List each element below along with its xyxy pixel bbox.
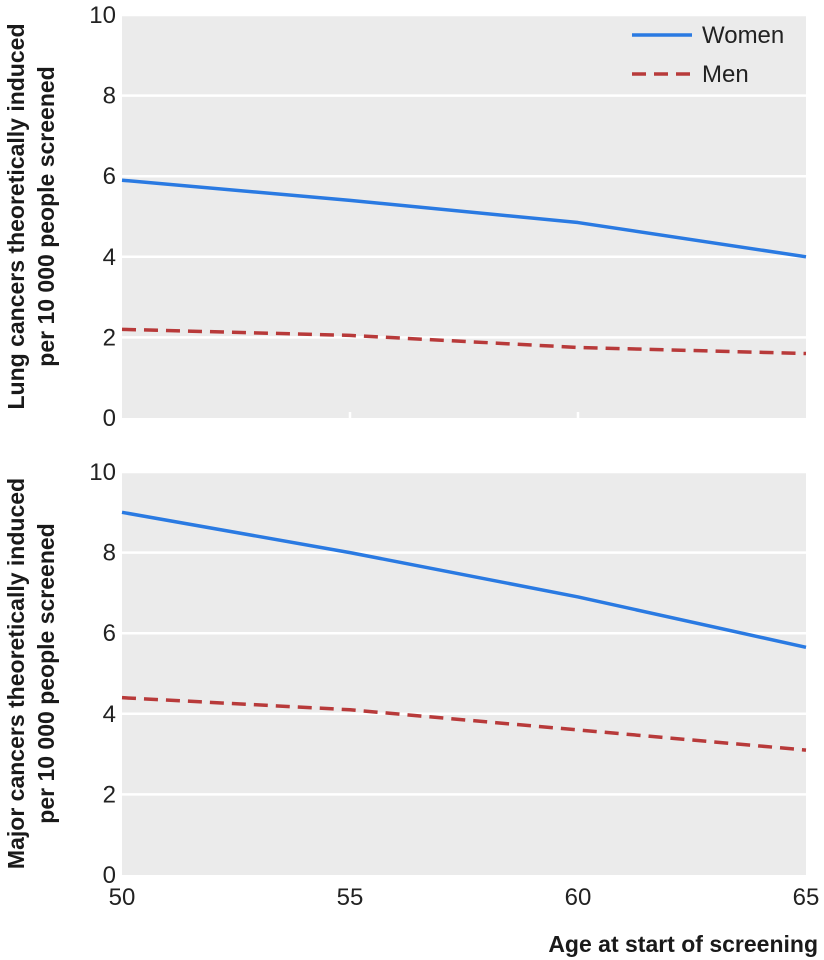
y-tick-label: 8 <box>103 83 116 110</box>
series-line-men <box>121 695 807 752</box>
y-axis-title-line: per 10 000 people screened <box>33 66 59 366</box>
plot-area <box>122 15 806 418</box>
series-line-women <box>121 178 807 259</box>
legend-label-men: Men <box>702 61 749 88</box>
y-tick-label: 4 <box>103 244 116 271</box>
y-axis-title-line: Lung cancers theoretically induced <box>3 24 29 410</box>
y-tick-label: 4 <box>103 701 116 728</box>
y-axis-title: Lung cancers theoretically induced per 10… <box>3 24 59 410</box>
legend-label-women: Women <box>702 22 784 49</box>
series-line-men <box>121 327 807 356</box>
y-tick-label: 10 <box>89 459 116 486</box>
y-axis-title-line: Major cancers theoretically induced <box>3 478 29 869</box>
plot-area <box>122 472 806 875</box>
y-tick-label: 2 <box>103 781 116 808</box>
y-tick-label: 0 <box>103 862 116 889</box>
x-tick-label: 55 <box>337 884 364 911</box>
y-tick-label: 0 <box>103 405 116 432</box>
panel-2: 0 2 4 6 8 10 50 55 60 65 Major cancers theoretical… <box>3 459 819 957</box>
y-tick-label: 10 <box>89 2 116 29</box>
y-tick-label: 6 <box>103 163 116 190</box>
legend: Women Men <box>632 22 784 88</box>
panel-1: 0 2 4 6 8 10 Lung cancers theoretically induce… <box>3 2 807 432</box>
x-tick-label: 65 <box>793 884 820 911</box>
y-tick-label: 2 <box>103 324 116 351</box>
series-line-women <box>121 510 807 650</box>
y-tick-label: 8 <box>103 540 116 567</box>
x-tick-label: 50 <box>109 884 136 911</box>
y-axis-title: Major cancers theoretically induced per 1… <box>3 478 59 869</box>
y-axis-title-line: per 10 000 people screened <box>33 523 59 823</box>
y-tick-label: 6 <box>103 620 116 647</box>
x-tick-label: 60 <box>565 884 592 911</box>
x-axis-title: Age at start of screening <box>548 931 818 957</box>
